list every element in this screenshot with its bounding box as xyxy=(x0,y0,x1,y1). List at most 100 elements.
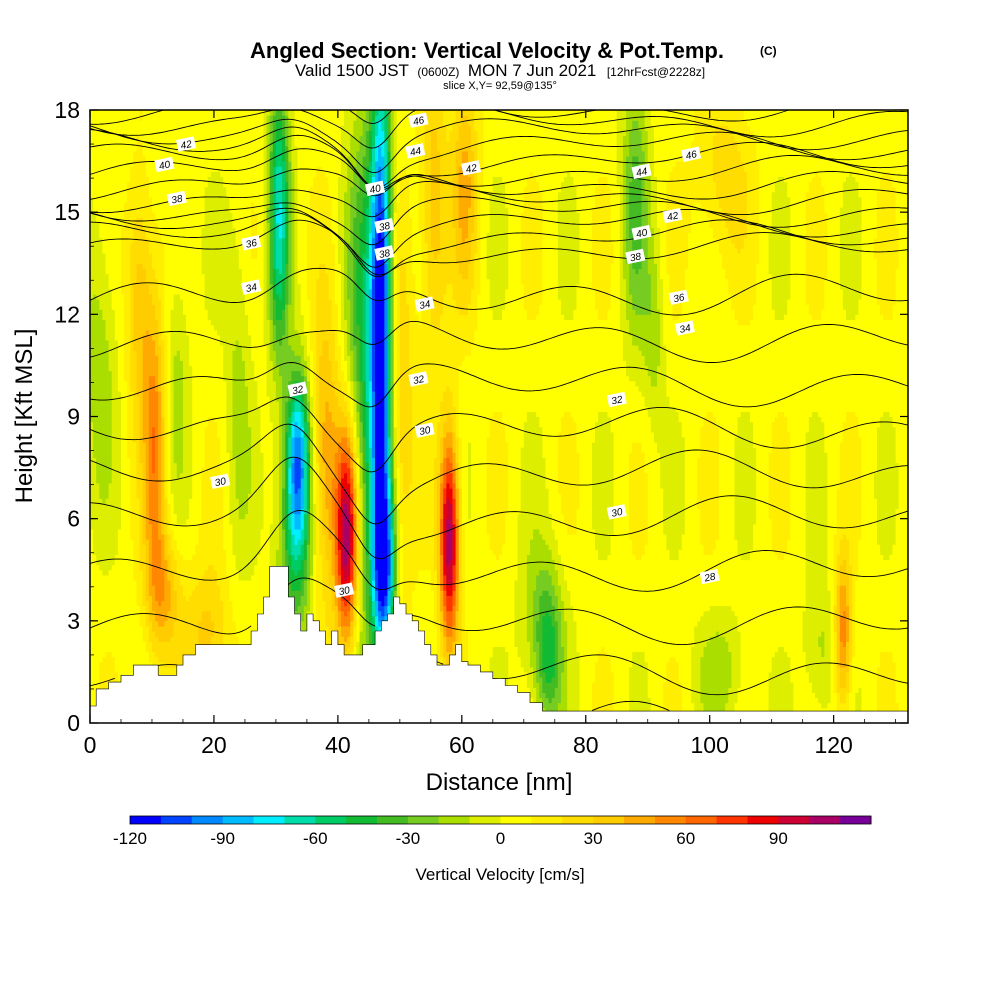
velocity-cell xyxy=(127,426,131,433)
velocity-cell xyxy=(96,436,100,443)
velocity-cell xyxy=(108,161,113,167)
velocity-cell xyxy=(120,355,125,361)
velocity-cell xyxy=(111,344,116,351)
velocity-cell xyxy=(130,564,134,571)
velocity-cell xyxy=(142,299,147,305)
velocity-cell xyxy=(127,196,131,203)
velocity-cell xyxy=(120,488,125,494)
velocity-cell xyxy=(108,150,113,157)
velocity-cell xyxy=(142,396,147,402)
velocity-cell xyxy=(111,155,116,162)
velocity-cell xyxy=(133,166,138,172)
velocity-cell xyxy=(151,324,156,331)
velocity-cell xyxy=(142,227,147,234)
velocity-cell xyxy=(133,523,138,530)
velocity-cell xyxy=(136,390,141,397)
velocity-cell xyxy=(102,268,107,275)
velocity-cell xyxy=(133,370,138,377)
velocity-cell xyxy=(108,166,113,172)
velocity-cell xyxy=(114,472,119,479)
velocity-cell xyxy=(114,620,119,627)
velocity-cell xyxy=(99,462,103,469)
velocity-cell xyxy=(130,212,134,218)
velocity-cell xyxy=(90,508,94,515)
velocity-cell xyxy=(96,447,100,453)
velocity-cell xyxy=(96,253,100,259)
velocity-cell xyxy=(124,334,128,341)
velocity-cell xyxy=(151,416,156,423)
velocity-cell xyxy=(136,329,141,336)
velocity-cell xyxy=(133,355,138,361)
velocity-cell xyxy=(136,171,141,178)
velocity-cell xyxy=(102,677,107,683)
velocity-cell xyxy=(96,161,100,167)
velocity-cell xyxy=(102,518,107,525)
velocity-cell xyxy=(102,569,107,576)
velocity-cell xyxy=(142,549,147,556)
velocity-cell xyxy=(93,452,97,458)
velocity-cell xyxy=(124,411,128,418)
velocity-cell xyxy=(133,467,138,474)
velocity-cell xyxy=(148,344,153,351)
velocity-cell xyxy=(148,115,153,121)
velocity-cell xyxy=(127,656,131,663)
velocity-cell xyxy=(124,283,128,290)
velocity-cell xyxy=(127,518,131,525)
velocity-cell xyxy=(139,130,144,137)
velocity-cell xyxy=(108,293,113,300)
velocity-cell xyxy=(120,247,125,254)
velocity-cell xyxy=(145,431,150,438)
velocity-cell xyxy=(114,314,119,321)
velocity-cell xyxy=(90,416,94,423)
velocity-cell xyxy=(139,222,144,229)
velocity-cell xyxy=(124,360,128,367)
velocity-cell xyxy=(117,304,122,310)
velocity-cell xyxy=(155,661,159,668)
velocity-cell xyxy=(124,278,128,285)
velocity-cell xyxy=(127,462,131,469)
velocity-cell xyxy=(108,278,113,285)
velocity-cell xyxy=(139,605,144,612)
velocity-cell xyxy=(142,181,147,188)
velocity-cell xyxy=(148,145,153,152)
velocity-cell xyxy=(151,375,156,382)
velocity-cell xyxy=(145,452,150,458)
velocity-cell xyxy=(105,564,110,571)
velocity-cell xyxy=(145,595,150,601)
velocity-cell xyxy=(117,375,122,382)
velocity-cell xyxy=(114,539,119,545)
velocity-cell xyxy=(108,411,113,418)
velocity-cell xyxy=(127,324,131,331)
velocity-cell xyxy=(102,288,107,295)
velocity-cell xyxy=(136,125,141,132)
velocity-cell xyxy=(108,344,113,351)
velocity-cell xyxy=(142,115,147,121)
velocity-cell xyxy=(93,130,97,137)
velocity-cell xyxy=(117,477,122,484)
velocity-cell xyxy=(151,569,156,576)
velocity-cell xyxy=(108,452,113,458)
velocity-cell xyxy=(117,273,122,280)
velocity-cell xyxy=(105,390,110,397)
velocity-cell xyxy=(139,253,144,259)
velocity-cell xyxy=(142,600,147,607)
velocity-cell xyxy=(124,288,128,295)
velocity-cell xyxy=(133,161,138,167)
velocity-cell xyxy=(145,344,150,351)
velocity-cell xyxy=(130,247,134,254)
velocity-cell xyxy=(124,375,128,382)
velocity-cell xyxy=(90,671,94,678)
velocity-cell xyxy=(93,472,97,479)
velocity-cell xyxy=(130,186,134,193)
velocity-cell xyxy=(108,212,113,218)
velocity-cell xyxy=(120,191,125,198)
velocity-cell xyxy=(127,365,131,372)
velocity-cell xyxy=(90,120,94,126)
velocity-cell xyxy=(93,334,97,341)
velocity-cell xyxy=(124,646,128,653)
velocity-cell xyxy=(148,237,153,244)
velocity-cell xyxy=(133,656,138,663)
velocity-cell xyxy=(99,651,103,658)
velocity-cell xyxy=(127,442,131,448)
velocity-cell xyxy=(99,278,103,285)
